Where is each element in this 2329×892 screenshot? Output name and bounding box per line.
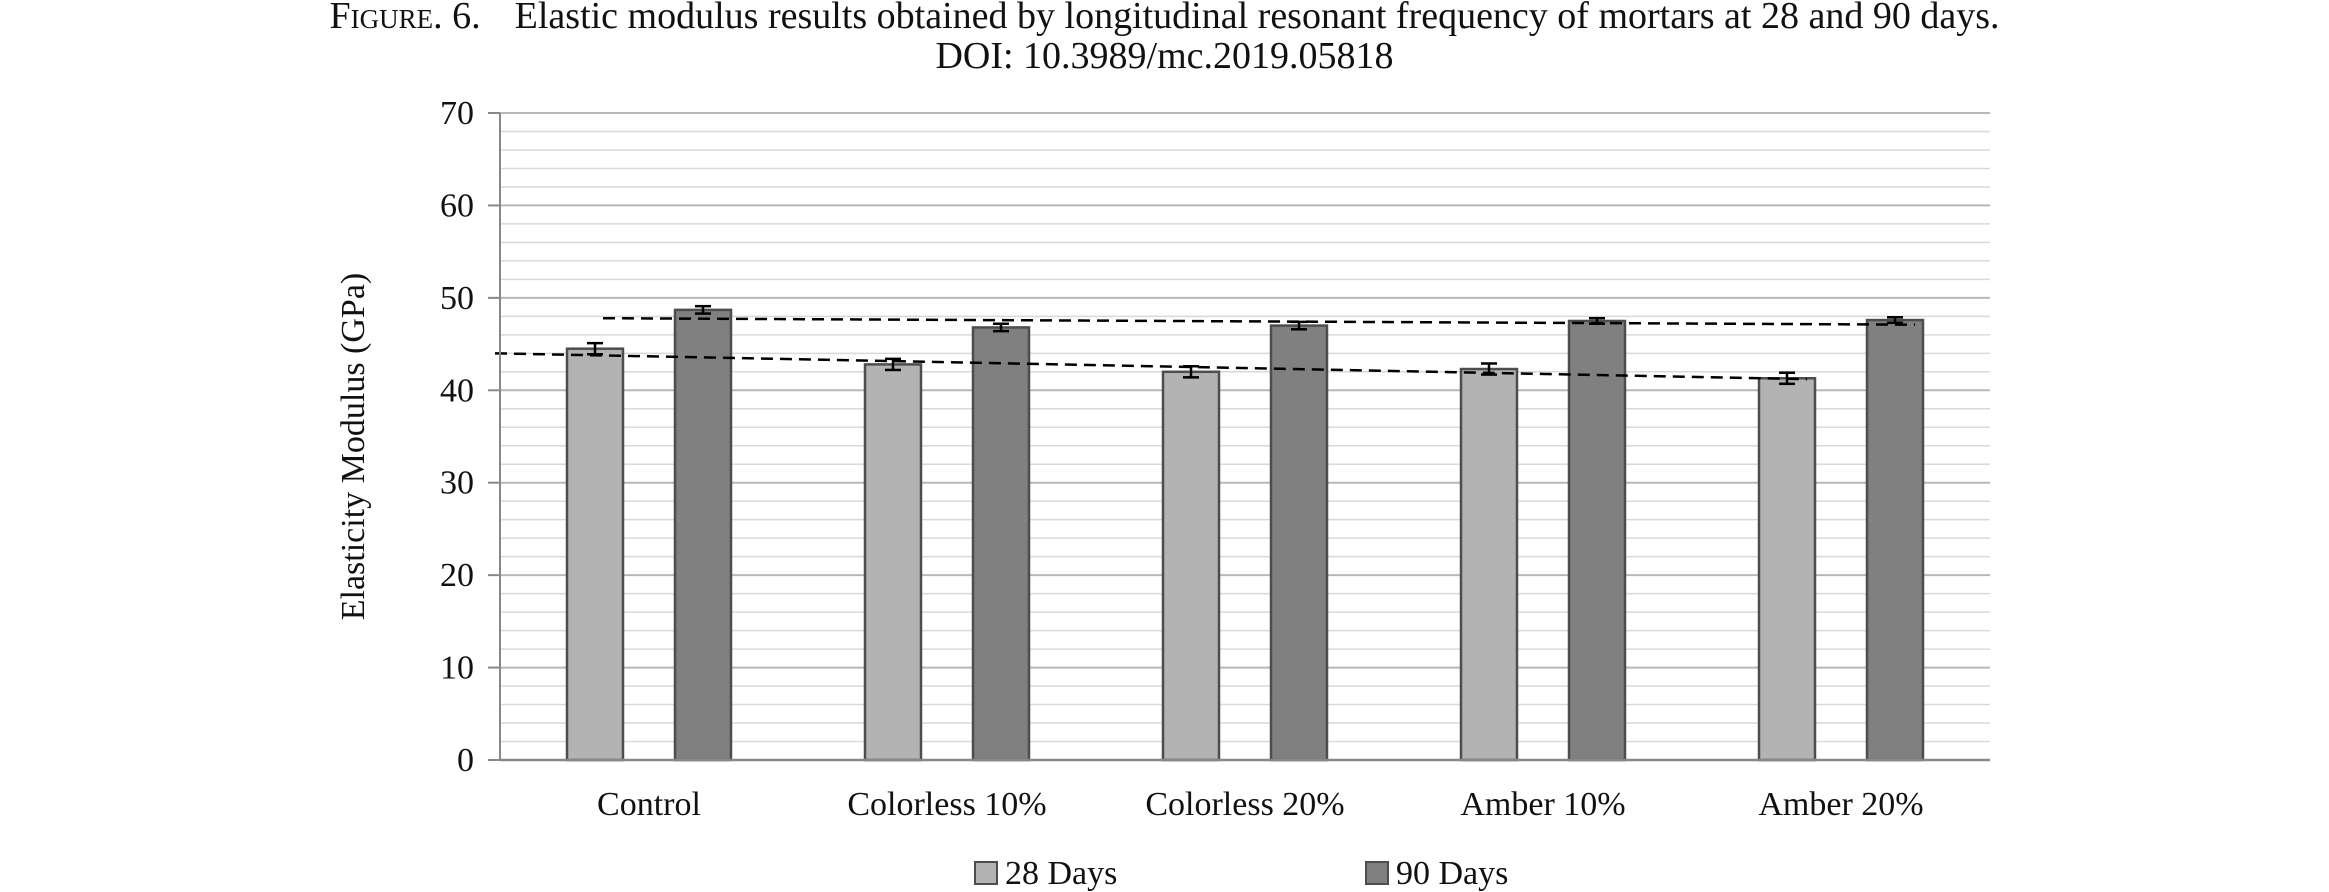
bar — [1865, 318, 1925, 762]
bar — [1459, 367, 1519, 762]
trendlines — [494, 316, 1916, 381]
x-category-label: Control — [597, 786, 701, 823]
y-tick-label: 0 — [457, 742, 474, 779]
caption-doi: DOI: 10.3989/mc.2019.05818 — [935, 35, 1394, 77]
legend-label: 90 Days — [1396, 855, 1508, 892]
bar — [971, 326, 1031, 762]
x-category-label: Amber 10% — [1460, 786, 1625, 823]
y-axis-title: Elasticity Modulus (GPa) — [335, 273, 372, 621]
y-tick-label: 50 — [440, 280, 474, 317]
legend-label: 28 Days — [1005, 855, 1117, 892]
grid — [500, 112, 1990, 743]
bar — [1757, 377, 1817, 762]
bar — [673, 308, 733, 762]
x-category-label: Colorless 10% — [847, 786, 1046, 823]
figure-label: Figure. 6. — [329, 0, 481, 37]
y-tick-label: 30 — [440, 465, 474, 502]
trendline — [494, 352, 1808, 381]
bar — [1269, 324, 1329, 762]
caption-text: Elastic modulus results obtained by long… — [514, 0, 2000, 37]
figure-caption: Figure. 6. Elastic modulus results obtain… — [0, 0, 2329, 76]
bar — [565, 347, 625, 762]
y-tick-label: 10 — [440, 650, 474, 687]
y-tick-label: 60 — [440, 187, 474, 224]
y-tick-label: 20 — [440, 557, 474, 594]
trendline — [602, 316, 1916, 326]
bar — [1567, 319, 1627, 762]
y-tick-label: 40 — [440, 372, 474, 409]
caption-line-1: Figure. 6. Elastic modulus results obtain… — [0, 0, 2329, 36]
x-category-label: Amber 20% — [1758, 786, 1923, 823]
bar — [1161, 370, 1221, 762]
axes: 0 10 20 30 40 50 60 70 Elasticity Modulus (GPa) C… — [335, 95, 1990, 823]
legend: 28 Days 90 Days — [974, 855, 1508, 892]
x-category-label: Colorless 20% — [1145, 786, 1344, 823]
bar — [863, 363, 923, 762]
legend-swatch — [974, 861, 998, 885]
y-tick-label: 70 — [440, 95, 474, 132]
bars — [565, 304, 1925, 762]
legend-swatch — [1365, 861, 1389, 885]
